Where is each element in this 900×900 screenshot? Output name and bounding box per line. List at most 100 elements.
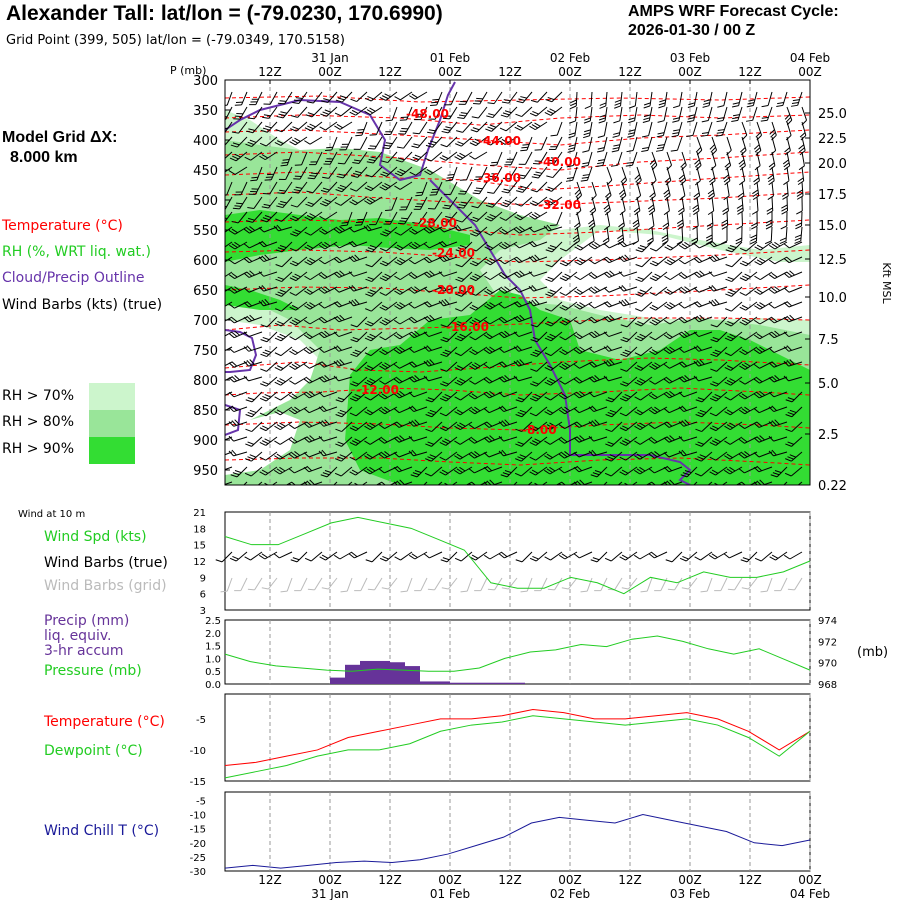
wind-barb bbox=[487, 181, 503, 194]
barb-flag bbox=[785, 486, 791, 493]
barb-staff bbox=[534, 121, 548, 131]
wind-barb bbox=[469, 271, 488, 282]
barb-flag bbox=[639, 245, 647, 249]
barb-flag bbox=[565, 179, 573, 182]
barb-flag bbox=[654, 273, 661, 278]
barb-flag bbox=[489, 214, 497, 218]
barb-staff bbox=[386, 226, 398, 237]
barb-flag bbox=[581, 176, 589, 179]
barb-flag bbox=[307, 177, 315, 180]
barb-staff bbox=[623, 256, 638, 263]
wind-barb bbox=[781, 181, 789, 200]
barb-staff bbox=[696, 196, 700, 211]
barb-staff bbox=[248, 316, 263, 323]
barb-staff bbox=[446, 136, 458, 148]
barb-staff bbox=[766, 577, 773, 592]
barb-flag bbox=[443, 218, 450, 221]
barb-staff bbox=[521, 196, 533, 207]
barb-flag bbox=[486, 259, 494, 264]
barb-flag bbox=[243, 228, 250, 234]
wind-barb bbox=[665, 551, 683, 563]
barb-flag bbox=[736, 204, 743, 209]
barb-flag bbox=[280, 164, 288, 167]
barb-flag bbox=[635, 308, 642, 312]
wind-barb bbox=[225, 136, 233, 148]
barb-flag bbox=[321, 317, 328, 323]
barb-staff bbox=[565, 241, 578, 252]
barb-flag bbox=[632, 219, 639, 225]
wind-barb bbox=[610, 151, 623, 167]
barb-staff bbox=[526, 136, 533, 151]
barb-staff bbox=[400, 256, 413, 266]
barb-staff bbox=[475, 301, 488, 311]
barb-staff bbox=[399, 301, 413, 310]
wind-barb bbox=[455, 136, 473, 147]
barb-flag bbox=[261, 154, 269, 159]
barb-flag bbox=[544, 201, 551, 206]
barb-flag bbox=[681, 243, 688, 248]
wind-barb bbox=[364, 316, 383, 327]
wind-barb bbox=[736, 196, 744, 215]
barb-flag bbox=[574, 305, 581, 310]
wind-barb bbox=[605, 181, 612, 201]
barb-staff bbox=[464, 91, 473, 105]
barb-flag bbox=[304, 231, 311, 236]
barb-flag bbox=[474, 229, 482, 233]
wind-barb bbox=[641, 136, 653, 152]
barb-staff bbox=[240, 181, 248, 195]
barb-flag bbox=[711, 299, 717, 306]
barb-staff bbox=[296, 121, 308, 132]
barb-flag bbox=[572, 234, 579, 240]
barb-flag bbox=[624, 298, 630, 305]
barb-flag bbox=[545, 293, 552, 297]
barb-staff bbox=[295, 136, 308, 146]
barb-staff bbox=[575, 91, 578, 107]
barb-staff bbox=[681, 151, 687, 166]
barb-flag bbox=[225, 205, 227, 208]
barb-staff bbox=[391, 196, 398, 211]
barb-flag bbox=[550, 157, 558, 160]
barb-flag bbox=[735, 237, 743, 242]
barb-flag bbox=[319, 215, 326, 221]
barb-flag bbox=[472, 140, 479, 145]
barb-flag bbox=[781, 192, 789, 197]
barb-flag bbox=[589, 207, 596, 213]
wind-barb bbox=[319, 121, 338, 131]
wind-barb bbox=[599, 91, 608, 109]
barb-flag bbox=[365, 278, 372, 283]
wind-barb bbox=[365, 271, 383, 283]
wind-barb bbox=[394, 226, 413, 236]
barb-flag bbox=[664, 275, 671, 281]
barb-flag bbox=[339, 184, 347, 189]
barb-flag bbox=[454, 322, 462, 327]
barb-staff bbox=[677, 121, 683, 136]
barb-staff bbox=[651, 196, 656, 211]
barb-flag bbox=[504, 199, 512, 204]
wind-barb bbox=[394, 166, 413, 177]
barb-flag bbox=[262, 127, 270, 131]
wind-barb bbox=[304, 241, 323, 251]
barb-flag bbox=[518, 187, 525, 191]
barb-staff bbox=[310, 241, 323, 251]
barb-flag bbox=[380, 233, 387, 237]
barb-flag bbox=[334, 112, 342, 117]
barb-flag bbox=[656, 135, 664, 138]
barb-flag bbox=[474, 100, 482, 102]
barb-flag bbox=[412, 132, 420, 135]
barb-staff bbox=[355, 106, 368, 116]
barb-staff bbox=[225, 226, 233, 236]
wind-barb bbox=[304, 286, 323, 295]
barb-flag bbox=[620, 177, 626, 183]
wind-barb bbox=[794, 226, 803, 244]
barb-flag bbox=[561, 304, 569, 309]
barb-staff bbox=[670, 256, 683, 266]
barb-flag bbox=[355, 170, 362, 174]
barb-flag bbox=[750, 234, 757, 239]
barb-flag bbox=[782, 195, 789, 200]
barb-staff bbox=[475, 286, 488, 296]
barb-flag bbox=[794, 234, 802, 238]
wind-barb bbox=[220, 577, 233, 593]
wind-barb bbox=[455, 256, 473, 268]
barb-flag bbox=[348, 271, 355, 277]
barb-flag bbox=[262, 116, 269, 119]
